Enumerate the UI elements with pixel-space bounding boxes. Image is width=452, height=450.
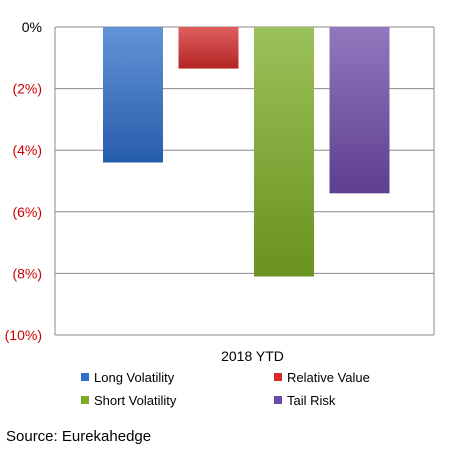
legend-swatch (274, 396, 282, 404)
legend-label: Tail Risk (287, 393, 336, 408)
y-tick-label: (4%) (12, 142, 42, 158)
bar-short-volatility (254, 27, 314, 277)
y-tick-label: (8%) (12, 265, 42, 281)
legend-swatch (81, 396, 89, 404)
legend-label: Long Volatility (94, 370, 175, 385)
legend: Long Volatility Relative Value Short Volat… (81, 370, 370, 408)
y-tick-label: 0% (22, 19, 42, 35)
legend-swatch (81, 373, 89, 381)
bar-relative-value (178, 27, 239, 69)
y-axis-tick-labels: 0% (2%) (4%) (6%) (8%) (10%) (5, 19, 42, 343)
legend-label: Short Volatility (94, 393, 177, 408)
y-tick-label: (6%) (12, 204, 42, 220)
bar-tail-risk (329, 27, 390, 194)
legend-swatch (274, 373, 282, 381)
y-tick-label: (10%) (5, 327, 42, 343)
x-axis-category-labels: 2018 YTD (221, 348, 284, 364)
x-category-label: 2018 YTD (221, 348, 284, 364)
bars (103, 27, 390, 277)
source-note: Source: Eurekahedge (6, 428, 152, 445)
bar-long-volatility (103, 27, 163, 163)
y-tick-label: (2%) (12, 81, 42, 97)
legend-label: Relative Value (287, 370, 370, 385)
